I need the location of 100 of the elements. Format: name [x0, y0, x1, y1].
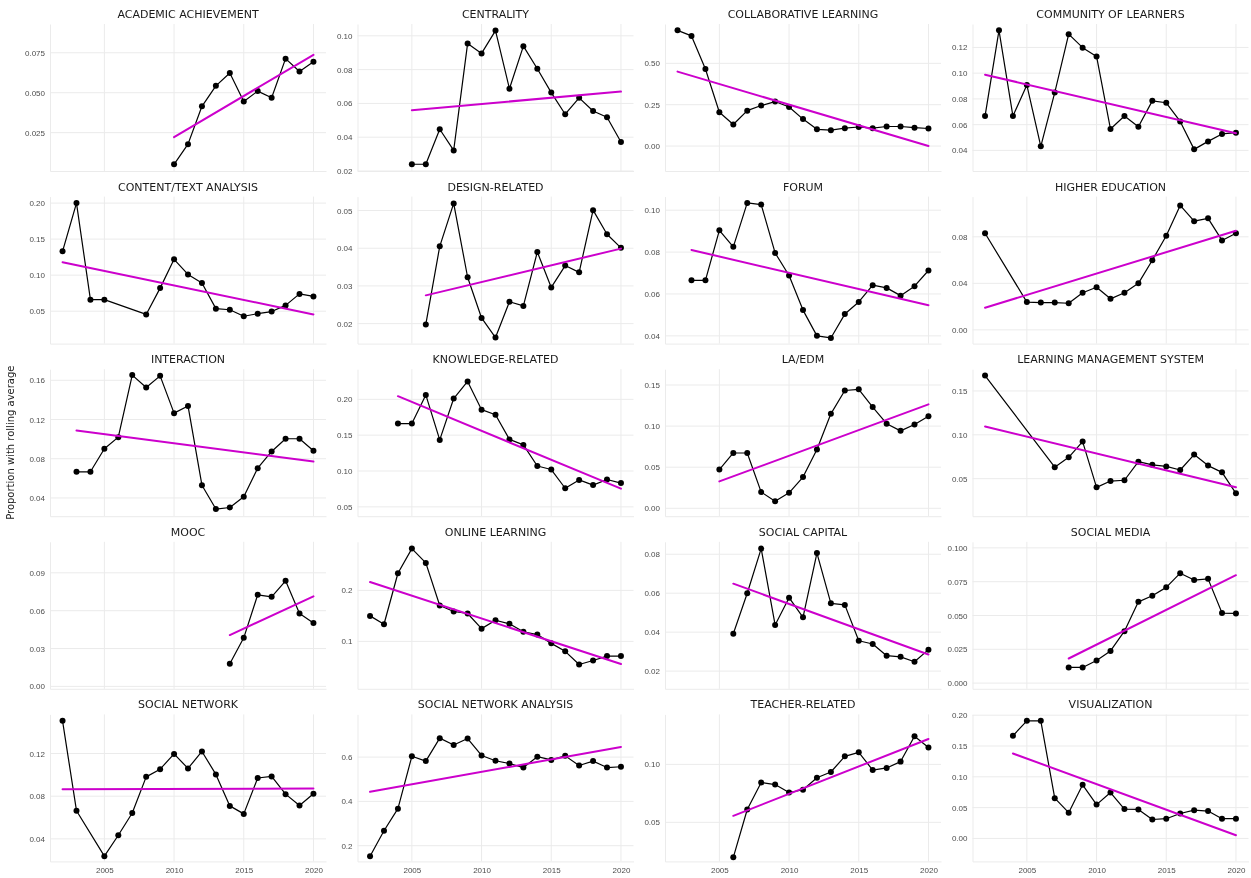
- y-tick-label: 0.1: [341, 637, 354, 647]
- point: [310, 58, 317, 65]
- point: [1191, 577, 1198, 584]
- y-tick-label: 0.08: [644, 550, 661, 560]
- point: [576, 661, 583, 668]
- point: [1232, 815, 1239, 822]
- point: [254, 465, 261, 472]
- point: [562, 485, 569, 492]
- point: [492, 27, 499, 34]
- point: [268, 94, 275, 101]
- point: [380, 621, 387, 628]
- point: [1009, 113, 1016, 120]
- point: [310, 790, 317, 797]
- point: [1191, 146, 1198, 153]
- y-tick-label: 0.04: [951, 279, 969, 289]
- y-tick-label: 0.075: [24, 48, 46, 58]
- point: [464, 378, 471, 385]
- chart-title: HIGHER EDUCATION: [1054, 180, 1167, 194]
- point: [1177, 570, 1184, 577]
- point: [1219, 237, 1226, 244]
- y-tick-label: 0.00: [644, 142, 661, 152]
- y-tick-label: 0.025: [24, 128, 46, 138]
- point: [897, 427, 904, 434]
- point: [744, 199, 751, 206]
- point: [786, 489, 793, 496]
- y-tick-label: 0.15: [951, 387, 969, 397]
- point: [296, 290, 303, 297]
- point: [101, 296, 108, 303]
- point: [296, 802, 303, 809]
- point: [1065, 454, 1072, 461]
- point: [772, 781, 779, 788]
- point: [827, 600, 834, 607]
- y-tick-label: 0.00: [29, 682, 46, 692]
- chart-title: COMMUNITY OF LEARNERS: [1036, 8, 1185, 21]
- chart-title: DESIGN-RELATED: [447, 180, 544, 194]
- point: [492, 411, 499, 418]
- point: [841, 601, 848, 608]
- point: [268, 308, 275, 315]
- point: [1093, 53, 1100, 60]
- point: [59, 717, 66, 724]
- point: [911, 733, 918, 740]
- y-tick-label: 0.00: [951, 325, 969, 335]
- point: [772, 249, 779, 256]
- chart-title: MOOC: [170, 525, 206, 539]
- point: [268, 448, 275, 455]
- point: [87, 468, 94, 475]
- y-tick-label: 0.02: [336, 319, 354, 329]
- point: [1121, 477, 1128, 484]
- chart-title: COLLABORATIVE LEARNING: [727, 8, 879, 21]
- point: [855, 386, 862, 393]
- point: [226, 660, 233, 667]
- point: [212, 771, 219, 778]
- point: [394, 805, 401, 812]
- point: [87, 296, 94, 303]
- point: [730, 243, 737, 250]
- point: [226, 504, 233, 511]
- point: [1093, 284, 1100, 291]
- point: [226, 802, 233, 809]
- point: [1177, 466, 1184, 473]
- point: [1107, 478, 1114, 485]
- point: [982, 230, 989, 237]
- y-tick-label: 0.09: [29, 568, 46, 578]
- point: [185, 271, 191, 278]
- y-tick-label: 0.06: [644, 589, 661, 599]
- point: [436, 126, 443, 133]
- point: [813, 126, 820, 133]
- point: [869, 641, 876, 648]
- point: [422, 321, 429, 328]
- point: [1121, 806, 1128, 813]
- point: [1219, 815, 1226, 822]
- point: [1079, 664, 1086, 671]
- y-tick-label: 0.10: [336, 31, 354, 41]
- point: [1037, 299, 1044, 306]
- y-tick-label: 0.00: [951, 834, 969, 844]
- y-tick-label: 0.05: [644, 818, 661, 828]
- y-tick-label: 0.05: [336, 206, 354, 216]
- x-tick-label: 2015: [1157, 866, 1177, 876]
- point: [198, 482, 205, 489]
- point: [702, 65, 709, 72]
- point: [590, 482, 597, 489]
- y-tick-label: 0.05: [951, 474, 969, 484]
- point: [855, 298, 862, 305]
- point: [1232, 610, 1239, 617]
- point: [1205, 808, 1212, 815]
- x-tick-label: 2020: [612, 866, 631, 876]
- y-tick-label: 0.04: [336, 133, 354, 143]
- point: [772, 498, 779, 505]
- point: [254, 310, 261, 317]
- y-tick-label: 0.10: [644, 760, 661, 770]
- chart-title: SOCIAL NETWORK ANALYSIS: [417, 698, 574, 712]
- point: [408, 753, 415, 760]
- chart-title: LEARNING MANAGEMENT SYSTEM: [1017, 353, 1204, 367]
- point: [296, 435, 303, 442]
- point: [772, 621, 779, 628]
- point: [240, 634, 247, 641]
- x-tick-label: 2015: [542, 866, 562, 876]
- point: [534, 753, 541, 760]
- y-tick-label: 0.15: [951, 742, 969, 752]
- point: [185, 141, 191, 148]
- chart-title: FORUM: [782, 180, 824, 194]
